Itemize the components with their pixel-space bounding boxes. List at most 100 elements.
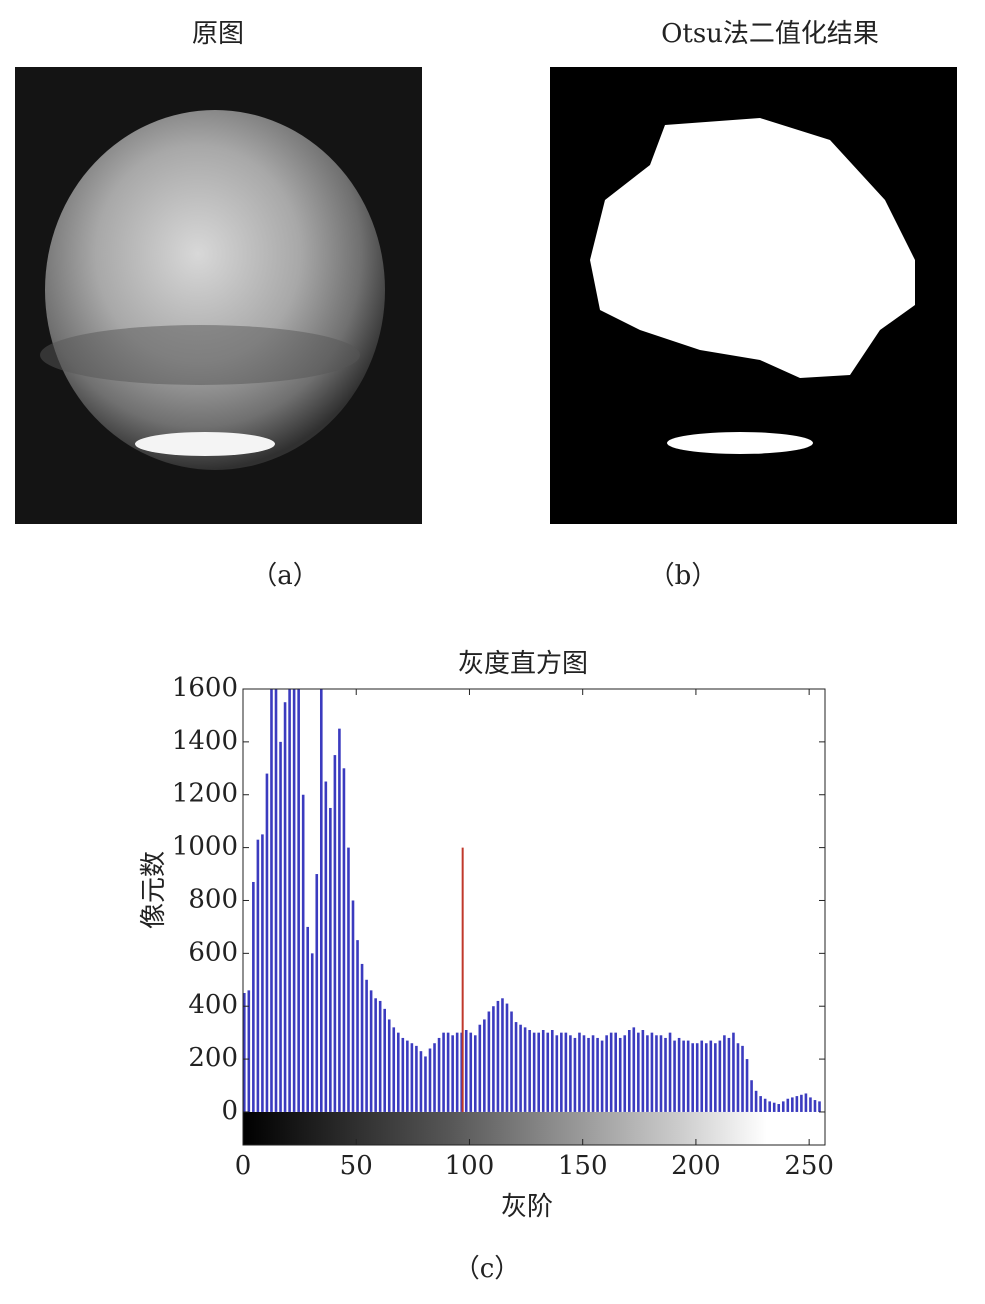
bar [727, 1037, 731, 1112]
bar [704, 1043, 708, 1112]
bar [655, 1035, 658, 1112]
bar [519, 1024, 522, 1112]
bar [623, 1035, 627, 1112]
bar [695, 1043, 699, 1112]
bar [736, 1043, 740, 1112]
bar [324, 781, 328, 1112]
y-tick-label: 1200 [172, 779, 238, 809]
caption: （c） [454, 1254, 521, 1284]
bar [664, 1037, 667, 1112]
bar [546, 1032, 550, 1112]
bar [759, 1096, 762, 1112]
bar [510, 1011, 513, 1112]
bar [446, 1032, 450, 1112]
bar [469, 1032, 473, 1112]
bar [310, 953, 314, 1112]
bar [627, 1030, 631, 1112]
bar [297, 689, 300, 1112]
plot-frame [242, 688, 826, 1146]
bar [483, 1019, 486, 1112]
bar [243, 993, 246, 1112]
bar [419, 1051, 423, 1112]
bar [487, 1011, 491, 1112]
bar [763, 1098, 767, 1112]
bar [270, 689, 273, 1112]
bar [473, 1035, 477, 1112]
bar [478, 1024, 482, 1112]
bar [741, 1045, 744, 1112]
x-tick-label: 200 [671, 1151, 721, 1181]
bar [501, 998, 504, 1112]
bar [442, 1032, 445, 1112]
bar [745, 1059, 749, 1112]
bar [528, 1030, 531, 1112]
bar [410, 1043, 414, 1112]
bar [329, 807, 332, 1112]
caption: （b） [649, 561, 718, 591]
bar [600, 1040, 604, 1112]
bar [360, 963, 364, 1112]
bar [532, 1032, 536, 1112]
bar [347, 847, 350, 1112]
chart-title: 灰度直方图 [458, 649, 588, 679]
bar [659, 1035, 663, 1112]
bar [682, 1040, 685, 1112]
bar [596, 1037, 599, 1112]
bar [464, 1030, 468, 1112]
bar [550, 1030, 554, 1112]
bar [523, 1027, 527, 1112]
bar [646, 1035, 649, 1112]
y-tick-label: 0 [221, 1096, 238, 1126]
bar [437, 1037, 441, 1112]
bar [496, 1000, 500, 1112]
bar [265, 773, 269, 1112]
bar [723, 1035, 726, 1112]
bar [387, 1019, 391, 1112]
bar [415, 1045, 418, 1112]
bar [578, 1032, 581, 1112]
bar [279, 741, 282, 1112]
bar [700, 1040, 704, 1112]
bar [369, 990, 373, 1112]
bar [614, 1032, 617, 1112]
bar [392, 1027, 396, 1112]
bar [732, 1032, 735, 1112]
bar [292, 689, 296, 1112]
bar [618, 1037, 622, 1112]
bar [424, 1056, 427, 1112]
plot-area [243, 689, 821, 1112]
bar [709, 1040, 713, 1112]
bar [591, 1035, 595, 1112]
bar [396, 1032, 400, 1112]
bar [668, 1032, 672, 1112]
x-tick-label: 150 [558, 1151, 608, 1181]
bar [818, 1101, 821, 1112]
y-tick-label: 800 [188, 884, 238, 914]
bar [750, 1080, 753, 1112]
bar [356, 940, 359, 1112]
bar [641, 1030, 645, 1112]
colorbar [243, 1112, 825, 1145]
bar [537, 1032, 540, 1112]
bar [338, 728, 341, 1112]
bar [686, 1040, 690, 1112]
bar [609, 1032, 613, 1112]
image-title: Otsu法二值化结果 [661, 19, 879, 49]
bar [786, 1098, 790, 1112]
bar [383, 1008, 387, 1112]
x-tick-label: 250 [784, 1151, 834, 1181]
bar [342, 768, 346, 1112]
y-tick-label: 200 [188, 1043, 238, 1073]
bar [768, 1101, 771, 1112]
bar [564, 1032, 568, 1112]
bar [401, 1037, 405, 1112]
bar [673, 1040, 676, 1112]
bar [632, 1027, 636, 1112]
x-axis-label: 灰阶 [501, 1192, 553, 1222]
bar [319, 689, 323, 1112]
bar [555, 1035, 559, 1112]
bar [333, 755, 337, 1112]
bar [492, 1006, 495, 1112]
x-tick-label: 0 [235, 1151, 252, 1181]
